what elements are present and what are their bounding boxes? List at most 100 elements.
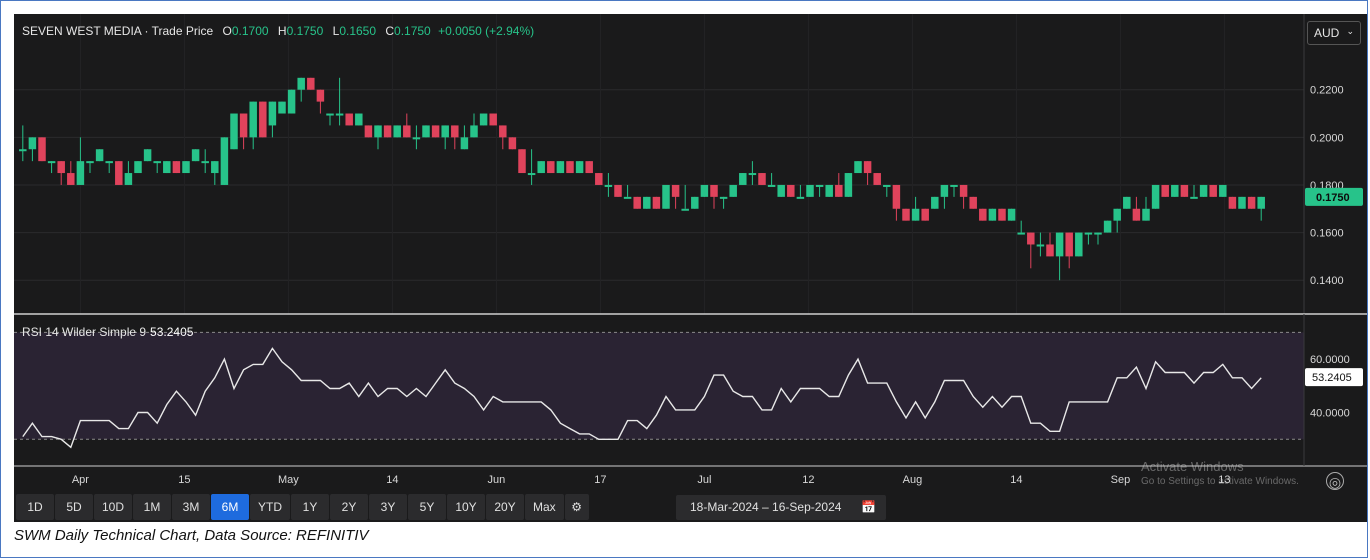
candle-body	[499, 125, 507, 138]
candle-body	[57, 161, 65, 174]
candle-body	[892, 184, 901, 209]
candle-body	[441, 125, 449, 138]
x-tick-label: Aug	[903, 474, 923, 486]
candle-body	[1113, 208, 1121, 221]
x-tick-label: Jun	[488, 474, 506, 486]
candle-body	[748, 173, 757, 176]
candle-body	[28, 137, 37, 150]
timeframe-button-ytd[interactable]: YTD	[250, 494, 291, 520]
candle-body	[1199, 184, 1208, 197]
candle-body	[1036, 244, 1045, 247]
currency-select[interactable]: AUD ⌄	[1307, 21, 1361, 45]
watermark-title: Activate Windows	[1141, 459, 1244, 474]
timeframe-button-10y[interactable]: 10Y	[447, 494, 486, 520]
candle-body	[902, 208, 910, 221]
candle-body	[412, 137, 421, 140]
timeframe-button-max[interactable]: Max	[525, 494, 564, 520]
candle-body	[710, 184, 718, 197]
candle-body	[1123, 196, 1131, 209]
timeframe-button-6m[interactable]: 6M	[211, 494, 250, 520]
candle-body	[1219, 184, 1227, 197]
candle-body	[556, 161, 565, 174]
candle-body	[479, 113, 488, 126]
rsi-badge: 53.2405	[1312, 372, 1352, 384]
currency-value: AUD	[1314, 26, 1340, 40]
candle-body	[1075, 232, 1083, 257]
candle-body	[585, 161, 593, 174]
x-tick-label: 15	[178, 474, 190, 486]
x-tick-label: Apr	[72, 474, 89, 486]
candle-body	[451, 125, 459, 138]
candle-body	[1247, 196, 1256, 209]
chart-panel: 0.2200 0.2000 0.1800 0.1600 0.1400 0.1750 60.…	[14, 14, 1367, 522]
candle-body	[911, 208, 920, 221]
price-header: SEVEN WEST MEDIA · Trade Price O0.1700 H…	[22, 24, 534, 38]
gear-icon[interactable]: ⚙	[564, 494, 589, 520]
candle-body	[777, 184, 785, 197]
candle-body	[1238, 196, 1246, 209]
timeframe-button-10d[interactable]: 10D	[94, 494, 133, 520]
candle-body	[211, 161, 219, 174]
rsi-label: RSI 14 Wilder Simple 9	[22, 325, 147, 339]
chart-settings-icon[interactable]: ◎	[1326, 472, 1344, 490]
candle-body	[1151, 184, 1160, 209]
candle-body	[604, 184, 613, 187]
candle-body	[124, 173, 133, 185]
candle-body	[1065, 232, 1073, 257]
candle-body	[374, 125, 382, 138]
candle-body	[1228, 196, 1237, 209]
rsi-y-tick-label: 40.0000	[1310, 408, 1350, 420]
candle-body	[153, 161, 161, 164]
candle-body	[172, 161, 181, 174]
timeframe-button-5y[interactable]: 5Y	[408, 494, 447, 520]
candle-body	[729, 184, 737, 197]
low-label: L	[332, 24, 340, 38]
candle-body	[287, 89, 296, 114]
figure-caption: SWM Daily Technical Chart, Data Source: …	[14, 527, 369, 544]
candle-body	[115, 161, 123, 185]
timeframe-button-3m[interactable]: 3M	[172, 494, 211, 520]
date-range-picker[interactable]: 18-Mar-2024 – 16-Sep-2024 📅	[676, 495, 886, 520]
x-tick-label: 14	[1010, 474, 1022, 486]
price-badge: 0.1750	[1316, 192, 1350, 204]
candle-body	[163, 161, 171, 174]
high-label: H	[277, 24, 287, 38]
candle-body	[998, 208, 1006, 221]
rsi-band	[14, 332, 1304, 440]
candle-body	[249, 101, 257, 138]
x-tick-label: 12	[802, 474, 814, 486]
price-badge-bg	[1305, 187, 1363, 206]
candle-body	[278, 101, 286, 114]
candle-body	[383, 125, 392, 138]
candle-body	[518, 149, 526, 174]
candle-body	[844, 173, 853, 197]
timeframe-button-5d[interactable]: 5D	[55, 494, 93, 520]
candle-body	[537, 161, 545, 174]
timeframe-button-1y[interactable]: 1Y	[291, 494, 330, 520]
x-tick-label: 17	[594, 474, 606, 486]
candle-body	[1161, 184, 1169, 197]
candle-body	[873, 173, 881, 185]
timeframe-button-3y[interactable]: 3Y	[369, 494, 408, 520]
timeframe-button-2y[interactable]: 2Y	[330, 494, 369, 520]
candle-body	[489, 113, 497, 126]
timeframe-button-20y[interactable]: 20Y	[486, 494, 525, 520]
candle-body	[1171, 184, 1179, 197]
candle-body	[422, 125, 430, 138]
rsi-chart[interactable]: 60.0000 40.0000 53.2405 Apr 15 May 14 Jun 17 Jul 1…	[14, 14, 1367, 522]
candle-body	[575, 161, 584, 174]
candle-body	[671, 184, 680, 197]
candle-body	[1209, 184, 1217, 197]
candle-body	[1084, 232, 1093, 235]
candle-body	[758, 173, 766, 185]
candle-body	[806, 184, 814, 197]
x-tick-label: May	[278, 474, 299, 486]
candle-body	[854, 161, 862, 174]
candle-body	[19, 149, 27, 152]
price-y-tick-label: 0.2000	[1310, 132, 1344, 144]
candle-body	[393, 125, 401, 138]
timeframe-button-1d[interactable]: 1D	[16, 494, 54, 520]
timeframe-button-1m[interactable]: 1M	[133, 494, 172, 520]
